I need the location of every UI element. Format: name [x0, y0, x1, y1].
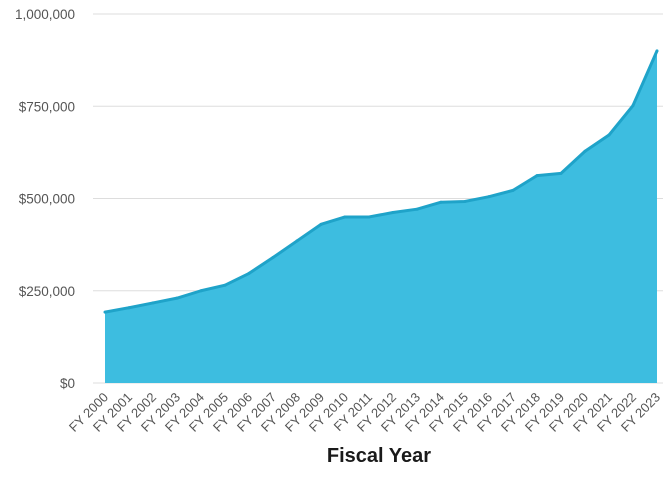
data-point: [607, 133, 611, 137]
data-point: [127, 306, 131, 310]
data-point: [247, 271, 251, 275]
data-point: [511, 188, 515, 192]
area-series-fill: [105, 50, 657, 384]
data-point: [631, 104, 635, 108]
x-axis-title: Fiscal Year: [327, 445, 431, 467]
data-point: [535, 174, 539, 178]
data-point: [367, 215, 371, 219]
y-axis-tick-labels: $0 $250,000 $500,000 $750,000 1,000,000: [15, 7, 75, 391]
data-point: [271, 256, 275, 260]
data-point: [559, 171, 563, 175]
y-tick-label: $0: [60, 376, 75, 391]
y-tick-label: $500,000: [19, 192, 75, 207]
data-point: [295, 239, 299, 243]
data-point: [655, 49, 659, 53]
data-point: [151, 301, 155, 305]
data-point: [223, 283, 227, 287]
data-point: [103, 310, 107, 314]
data-point: [439, 200, 443, 204]
y-tick-label: $750,000: [19, 99, 75, 114]
data-point: [391, 211, 395, 215]
y-tick-label: 1,000,000: [15, 7, 75, 22]
data-point: [583, 149, 587, 153]
data-point: [199, 289, 203, 293]
data-point: [175, 296, 179, 300]
data-point: [415, 207, 419, 211]
y-tick-label: $250,000: [19, 284, 75, 299]
data-point: [343, 215, 347, 219]
data-point: [487, 195, 491, 199]
data-point: [463, 199, 467, 203]
data-point: [319, 222, 323, 226]
area-series-line: [104, 50, 659, 314]
data-points: [103, 49, 659, 314]
